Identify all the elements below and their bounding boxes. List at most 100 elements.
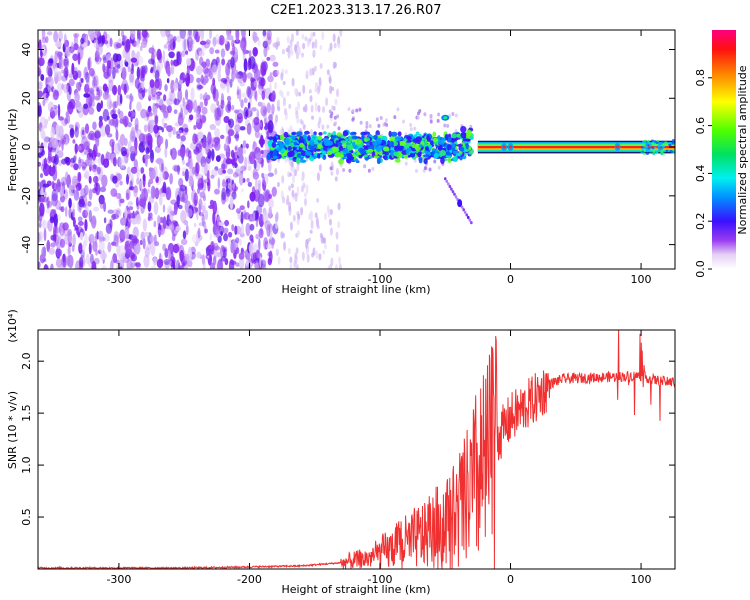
noise-mark bbox=[175, 35, 182, 43]
noise-mark bbox=[154, 114, 159, 126]
signal-mark bbox=[338, 145, 343, 152]
signal-mark bbox=[445, 179, 449, 183]
noise-mark bbox=[38, 57, 45, 67]
noise-mark bbox=[314, 82, 318, 87]
noise-mark bbox=[47, 147, 52, 162]
signal-mark bbox=[342, 143, 347, 150]
noise-mark bbox=[195, 65, 203, 76]
noise-mark bbox=[310, 104, 314, 113]
noise-mark bbox=[226, 30, 231, 37]
noise-mark bbox=[159, 253, 163, 260]
noise-mark bbox=[229, 50, 236, 55]
x-tick-label: -200 bbox=[237, 273, 262, 286]
signal-mark bbox=[291, 131, 297, 136]
noise-mark bbox=[142, 175, 146, 188]
noise-mark bbox=[176, 51, 182, 58]
noise-mark bbox=[168, 51, 175, 59]
signal-mark bbox=[309, 139, 315, 146]
noise-mark bbox=[235, 247, 240, 255]
noise-mark bbox=[446, 123, 450, 128]
noise-mark bbox=[134, 78, 140, 89]
noise-mark bbox=[204, 209, 209, 221]
noise-mark bbox=[41, 30, 46, 40]
noise-mark bbox=[254, 130, 260, 139]
signal-mark bbox=[272, 155, 278, 159]
noise-mark bbox=[196, 150, 203, 163]
noise-mark bbox=[148, 58, 155, 65]
carrier-feature bbox=[646, 139, 650, 143]
signal-mark bbox=[470, 221, 473, 225]
signal-mark bbox=[271, 141, 276, 148]
noise-mark bbox=[232, 171, 239, 178]
noise-mark bbox=[156, 157, 163, 165]
noise-mark bbox=[296, 218, 300, 226]
noise-mark bbox=[162, 49, 166, 64]
noise-mark bbox=[271, 90, 276, 102]
noise-mark bbox=[112, 253, 118, 264]
noise-mark bbox=[205, 155, 211, 164]
noise-mark bbox=[170, 79, 175, 94]
noise-mark bbox=[138, 30, 142, 41]
noise-mark bbox=[188, 114, 194, 121]
noise-mark bbox=[234, 225, 238, 236]
signal-mark bbox=[454, 195, 458, 199]
noise-mark bbox=[67, 104, 71, 110]
noise-mark bbox=[169, 172, 173, 185]
x-tick-label: -200 bbox=[237, 573, 262, 586]
noise-mark bbox=[213, 137, 220, 144]
noise-mark bbox=[85, 204, 89, 217]
noise-mark bbox=[64, 117, 68, 125]
noise-mark bbox=[245, 143, 249, 149]
y-tick-label: 20 bbox=[20, 91, 33, 105]
noise-mark bbox=[179, 104, 184, 110]
noise-mark bbox=[166, 98, 173, 106]
signal-mark bbox=[382, 155, 388, 160]
noise-mark bbox=[262, 40, 268, 49]
noise-mark bbox=[40, 74, 45, 82]
signal-mark bbox=[450, 187, 453, 191]
noise-mark bbox=[248, 155, 253, 161]
noise-mark bbox=[309, 229, 313, 234]
noise-mark bbox=[248, 106, 253, 121]
noise-mark bbox=[147, 212, 151, 222]
noise-mark bbox=[316, 172, 320, 182]
noise-mark bbox=[328, 218, 332, 226]
noise-mark bbox=[429, 119, 433, 124]
noise-mark bbox=[252, 171, 260, 180]
noise-mark bbox=[305, 239, 309, 249]
noise-mark bbox=[83, 103, 88, 110]
noise-mark bbox=[251, 107, 257, 112]
noise-mark bbox=[156, 94, 161, 100]
noise-mark bbox=[267, 172, 274, 177]
noise-mark bbox=[68, 124, 74, 129]
signal-mark bbox=[443, 116, 448, 120]
noise-mark bbox=[436, 118, 440, 123]
noise-mark bbox=[55, 41, 62, 48]
signal-mark bbox=[406, 139, 412, 143]
noise-mark bbox=[98, 239, 105, 253]
signal-mark bbox=[437, 139, 445, 145]
noise-mark bbox=[130, 57, 138, 63]
signal-mark bbox=[426, 135, 430, 141]
noise-mark bbox=[118, 110, 124, 120]
noise-mark bbox=[216, 105, 224, 118]
noise-mark bbox=[197, 132, 202, 140]
signal-mark bbox=[394, 158, 401, 163]
noise-mark bbox=[271, 186, 277, 197]
noise-mark bbox=[272, 61, 279, 67]
noise-mark bbox=[114, 65, 119, 73]
noise-mark bbox=[179, 30, 186, 39]
noise-mark bbox=[39, 202, 45, 217]
noise-mark bbox=[173, 82, 179, 91]
noise-mark bbox=[82, 240, 86, 252]
noise-mark bbox=[121, 41, 125, 46]
noise-mark bbox=[76, 49, 83, 56]
noise-mark bbox=[298, 91, 302, 97]
noise-mark bbox=[225, 158, 233, 165]
spectrogram-y-ticks: -40 -20 0 20 40 bbox=[20, 43, 675, 254]
noise-mark bbox=[294, 254, 298, 265]
noise-mark bbox=[162, 171, 169, 180]
noise-mark bbox=[72, 208, 75, 218]
noise-mark bbox=[59, 30, 63, 39]
noise-mark bbox=[347, 107, 351, 112]
